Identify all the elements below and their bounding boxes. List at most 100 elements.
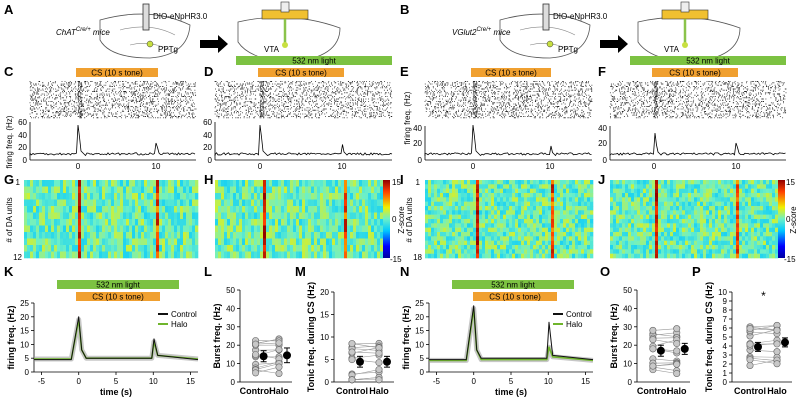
heatmap-cell	[742, 201, 746, 207]
heatmap-cell	[248, 186, 252, 194]
heatmap-cell	[557, 227, 561, 233]
raster-C	[29, 81, 197, 119]
heatmap-cell	[670, 223, 674, 228]
heatmap-cell	[712, 223, 716, 228]
arrow-right-icon	[600, 35, 628, 53]
heatmap-cell	[736, 236, 740, 241]
heatmap-cell	[664, 236, 668, 241]
heatmap-cell	[610, 180, 614, 185]
heatmap-cell	[709, 227, 713, 233]
heatmap-cell	[673, 219, 677, 224]
heatmap-cell	[536, 210, 540, 215]
heatmap-cell	[622, 210, 626, 215]
heatmap-cell	[42, 180, 46, 187]
heatmap-cell	[560, 232, 564, 237]
heatmap-cell	[640, 206, 644, 211]
heatmap-cell	[533, 227, 537, 233]
heatmap-cell	[440, 245, 444, 250]
heatmap-cell	[242, 180, 246, 187]
heatmap-cell	[700, 236, 704, 241]
heatmap-cell	[578, 227, 582, 233]
heatmap-cell	[254, 245, 258, 252]
heatmap-cell	[431, 227, 435, 233]
heatmap-cell	[775, 253, 779, 259]
heatmap-cell	[66, 245, 70, 252]
heatmap-cell	[374, 212, 378, 220]
heatmap-cell	[688, 188, 692, 194]
heatmap-cell	[156, 199, 160, 207]
heatmap-cell	[551, 240, 555, 246]
heatmap-cell	[111, 206, 115, 213]
heatmap-cell	[628, 227, 632, 233]
heatmap-cell	[473, 193, 477, 198]
heatmap-cell	[772, 197, 776, 202]
heatmap-cell	[566, 253, 570, 259]
heatmap-cell	[670, 210, 674, 215]
heatmap-cell	[165, 212, 169, 220]
heatmap-cell	[425, 180, 429, 185]
panel-label-H: H	[204, 172, 213, 187]
heatmap-cell	[458, 245, 462, 250]
heatmap-cell	[616, 253, 620, 259]
heatmap-cell	[488, 236, 492, 241]
heatmap-cell	[640, 236, 644, 241]
heatmap-cell	[102, 199, 106, 207]
heatmap-cell	[661, 214, 665, 220]
psth-xtick-D-10: 10	[338, 162, 347, 171]
heatmap-cell	[757, 214, 761, 220]
heatmap-cell	[506, 184, 510, 189]
heatmap-cell	[757, 201, 761, 207]
heatmap-cell	[464, 236, 468, 241]
heatmap-cell	[748, 210, 752, 215]
heatmap-cell	[329, 206, 333, 213]
legend-label-halo: Halo	[171, 320, 188, 329]
heatmap-cell	[224, 238, 228, 246]
heatmap-cell	[646, 227, 650, 233]
heatmap-cell	[281, 245, 285, 252]
heatmap-cell	[590, 245, 594, 250]
heatmap-cell	[619, 210, 623, 215]
heatmap-cell	[323, 186, 327, 194]
heatmap-cell	[673, 236, 677, 241]
heatmap-cell	[772, 188, 776, 194]
heatmap-cell	[168, 180, 172, 187]
heatmap-cell	[458, 184, 462, 189]
heatmap-cell	[527, 197, 531, 202]
heatmap-cell	[147, 238, 151, 246]
heatmap-cell	[102, 212, 106, 220]
heatmap-cell	[461, 223, 465, 228]
heatmap-cell	[590, 219, 594, 224]
heatmap-cell	[506, 236, 510, 241]
heatmap-cell	[533, 219, 537, 224]
heatmap-cell	[763, 245, 767, 250]
heatmap-cell	[655, 223, 659, 228]
heatmap-cell	[449, 245, 453, 250]
heatmap-cell	[685, 245, 689, 250]
heatmap-cell	[655, 236, 659, 241]
heatmap-cell	[566, 227, 570, 233]
heatmap-cell	[464, 188, 468, 194]
heatmap-cell	[721, 201, 725, 207]
heatmap-cell	[566, 240, 570, 246]
heatmap-cell	[296, 180, 300, 187]
heatmap-cell	[688, 193, 692, 198]
heatmap-cell	[548, 249, 552, 254]
heatmap-cell	[180, 232, 184, 239]
heatmap-cell	[706, 236, 710, 241]
heatmap-cell	[497, 245, 501, 250]
raster-D	[214, 81, 393, 119]
heatmap-cell	[655, 214, 659, 220]
heatmap-cell	[150, 251, 154, 259]
pair-line	[652, 366, 677, 372]
pair-line	[749, 339, 778, 344]
y-tick-label: 30	[226, 323, 235, 332]
heatmap-cell	[57, 219, 61, 226]
heatmap-cell	[218, 186, 222, 194]
heatmap-cell	[51, 238, 55, 246]
heatmap-cell	[120, 225, 124, 233]
heatmap-cell	[643, 197, 647, 202]
heatmap-cell	[703, 201, 707, 207]
heatmap-cell	[233, 251, 237, 259]
heatmap-cell	[338, 219, 342, 226]
heatmap-cell	[694, 197, 698, 202]
